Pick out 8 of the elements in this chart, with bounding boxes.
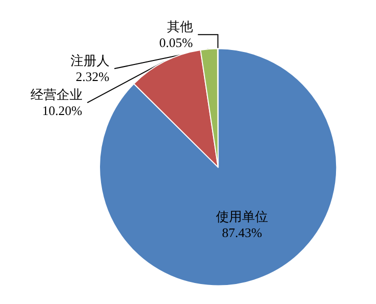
data-label: 10.20% bbox=[42, 103, 82, 118]
slice-label: 其他 bbox=[166, 19, 193, 34]
slice-label: 经营企业 bbox=[30, 87, 82, 102]
data-label: 2.32% bbox=[76, 69, 110, 84]
slice-label: 使用单位 bbox=[216, 209, 268, 224]
data-label: 0.05% bbox=[159, 35, 194, 50]
slice-label: 注册人 bbox=[70, 53, 110, 68]
data-label: 87.43% bbox=[222, 225, 262, 240]
